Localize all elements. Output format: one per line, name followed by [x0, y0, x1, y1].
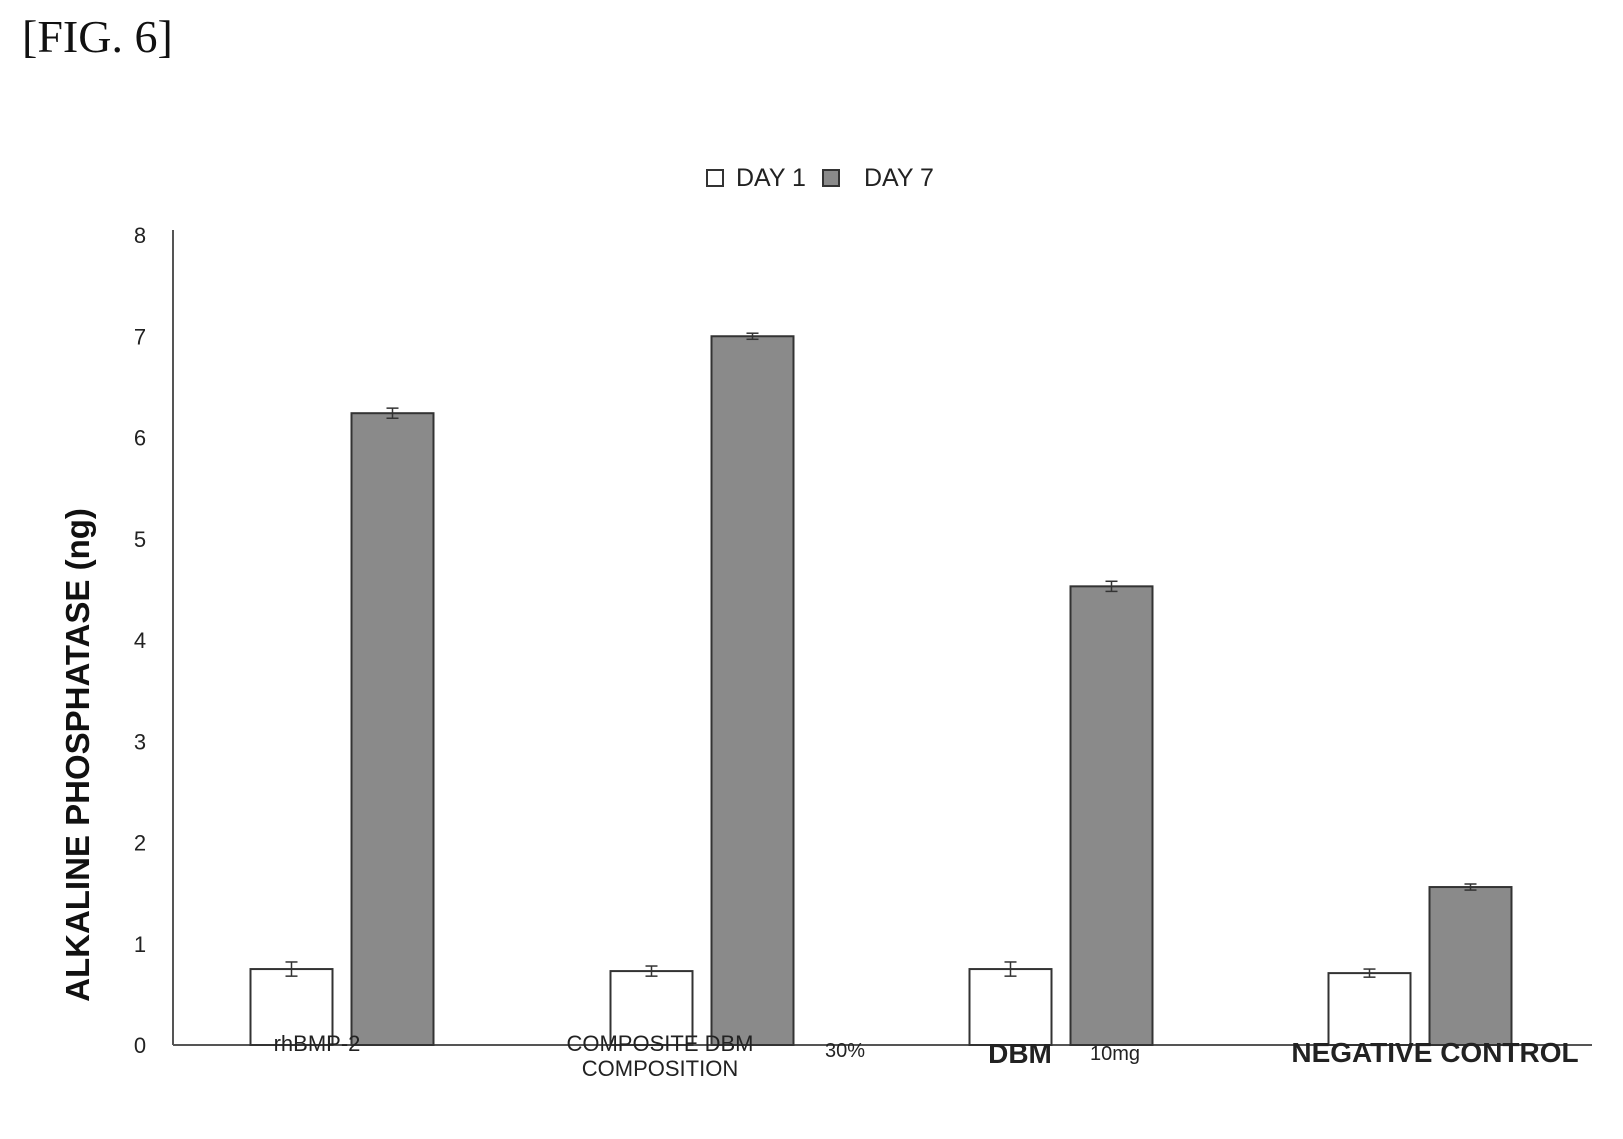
category-label-rhbmp2-main: rhBMP-2 — [273, 1031, 361, 1056]
bar-day7-0 — [350, 412, 435, 1046]
y-tick-label-7: 7 — [134, 324, 146, 349]
bar-day7-2 — [1069, 585, 1154, 1047]
category-label-composite-sub: 30% — [810, 1040, 880, 1062]
category-label-dbm-sub: 10mg — [1075, 1043, 1155, 1065]
legend: DAY 1 DAY 7 — [706, 158, 934, 198]
legend-label-day7: DAY 7 — [863, 163, 934, 192]
y-tick-label-8: 8 — [134, 223, 146, 248]
y-tick-label-5: 5 — [134, 527, 146, 552]
category-label-rhbmp2: rhBMP-2 — [242, 1031, 392, 1057]
y-tick-label-4: 4 — [134, 628, 146, 653]
figure-label: [FIG. 6] — [22, 11, 173, 62]
y-tick-label-2: 2 — [134, 831, 146, 856]
y-tick-label-6: 6 — [134, 426, 146, 451]
legend-label-day1: DAY 1 — [736, 163, 806, 192]
category-label-dbm: DBM — [975, 1038, 1065, 1069]
category-label-composite-main: COMPOSITE DBM COMPOSITION — [566, 1031, 754, 1081]
y-tick-label-1: 1 — [134, 932, 146, 957]
category-label-negative-control: NEGATIVE CONTROL — [1265, 1037, 1605, 1068]
category-label-dbm-main: DBM — [988, 1038, 1052, 1069]
category-label-composite-percent: 30% — [824, 1040, 866, 1062]
bar-day7-3 — [1428, 886, 1513, 1046]
category-label-dbm-dose: 10mg — [1089, 1043, 1141, 1065]
legend-swatch-day1 — [706, 169, 724, 187]
category-label-negative-control-main: NEGATIVE CONTROL — [1291, 1037, 1579, 1068]
bar-day1-2 — [968, 968, 1053, 1046]
bar-day7-1 — [710, 335, 795, 1046]
legend-swatch-day7 — [821, 169, 840, 187]
bar-day1-1 — [609, 970, 694, 1047]
category-label-composite: COMPOSITE DBM COMPOSITION — [540, 1031, 780, 1081]
bar-day1-0 — [249, 968, 334, 1046]
y-tick-label-3: 3 — [134, 729, 146, 754]
bar-day1-3 — [1327, 972, 1412, 1046]
y-tick-label-0: 0 — [134, 1033, 146, 1058]
